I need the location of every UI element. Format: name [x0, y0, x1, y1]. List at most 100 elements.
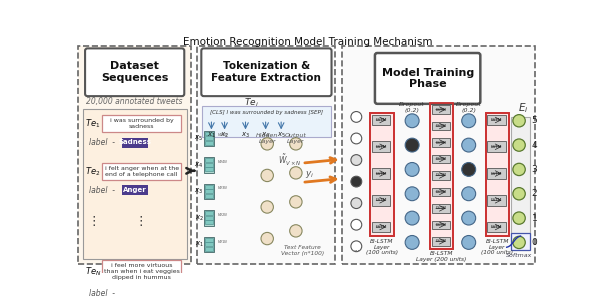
Bar — [121, 185, 148, 196]
Text: $w_{3N}$: $w_{3N}$ — [217, 185, 228, 192]
Circle shape — [351, 133, 362, 144]
Text: Dropout
(0.2): Dropout (0.2) — [456, 102, 482, 113]
Text: LSTM: LSTM — [436, 173, 446, 177]
Text: LSTM: LSTM — [491, 172, 502, 176]
Circle shape — [405, 114, 419, 128]
Circle shape — [351, 241, 362, 252]
Bar — [205, 185, 212, 188]
Text: 2: 2 — [532, 189, 537, 198]
Text: ⋮: ⋮ — [88, 215, 100, 228]
Text: label  -: label - — [89, 138, 115, 147]
Text: ⋮: ⋮ — [134, 215, 147, 228]
Circle shape — [513, 115, 525, 127]
Bar — [102, 115, 181, 132]
Bar — [203, 211, 214, 226]
Bar — [205, 132, 212, 135]
Bar — [205, 216, 212, 220]
Text: label  -: label - — [89, 185, 115, 195]
Text: Anger: Anger — [123, 290, 146, 296]
Text: Model Training
Phase: Model Training Phase — [382, 68, 474, 89]
Circle shape — [405, 211, 419, 225]
Text: Bi-LSTM
Layer
(100 units): Bi-LSTM Layer (100 units) — [481, 239, 514, 255]
Text: LSTM: LSTM — [436, 141, 446, 145]
Bar — [78, 46, 191, 264]
Text: [CLS] I was surrounded by sadness [SEP]: [CLS] I was surrounded by sadness [SEP] — [210, 110, 323, 115]
Bar — [205, 243, 212, 246]
Circle shape — [351, 155, 362, 165]
Circle shape — [405, 138, 419, 152]
Bar — [431, 188, 450, 196]
Circle shape — [351, 111, 362, 122]
Text: $x_2$: $x_2$ — [194, 214, 203, 223]
Circle shape — [290, 138, 302, 150]
Circle shape — [462, 187, 476, 201]
Bar — [431, 122, 450, 130]
Circle shape — [462, 138, 476, 152]
Text: LSTM: LSTM — [376, 172, 387, 176]
Text: $w_{4N}$: $w_{4N}$ — [217, 158, 228, 166]
Bar — [197, 46, 335, 264]
Bar — [431, 105, 450, 114]
Bar — [431, 155, 450, 163]
Text: Tokenization &
Feature Extraction: Tokenization & Feature Extraction — [211, 61, 322, 83]
Text: LSTM: LSTM — [376, 145, 387, 149]
Text: LSTM: LSTM — [436, 157, 446, 161]
Text: Bi-LSTM
Layer (200 units): Bi-LSTM Layer (200 units) — [416, 251, 467, 262]
Bar — [487, 222, 506, 232]
Text: Sadness: Sadness — [118, 139, 151, 145]
Circle shape — [513, 212, 525, 224]
Text: 20,000 annotated tweets: 20,000 annotated tweets — [86, 97, 183, 106]
Text: Softmax: Softmax — [506, 253, 532, 258]
Bar — [205, 238, 212, 242]
Text: $x_4$: $x_4$ — [194, 161, 203, 170]
Text: LSTM: LSTM — [436, 108, 446, 112]
Text: $x_1$: $x_1$ — [194, 240, 203, 249]
Text: $w_{2N}$: $w_{2N}$ — [217, 211, 228, 219]
Circle shape — [405, 162, 419, 176]
Bar — [370, 113, 394, 236]
Bar — [487, 115, 506, 125]
Text: LSTM: LSTM — [436, 206, 446, 210]
Text: i was surrounded by
sadness: i was surrounded by sadness — [110, 119, 173, 129]
Circle shape — [351, 219, 362, 230]
Bar — [372, 141, 391, 152]
Circle shape — [405, 187, 419, 201]
Text: Anger: Anger — [123, 187, 146, 193]
Circle shape — [261, 232, 274, 245]
Text: 3: 3 — [532, 165, 537, 174]
Bar — [370, 113, 394, 236]
Circle shape — [351, 176, 362, 187]
Text: Text Feature
Vector (n*100): Text Feature Vector (n*100) — [281, 245, 323, 255]
Text: Output
Layer: Output Layer — [285, 133, 307, 144]
Bar — [431, 171, 450, 180]
Text: LSTM: LSTM — [491, 118, 502, 122]
FancyBboxPatch shape — [85, 49, 184, 96]
Circle shape — [261, 201, 274, 213]
Text: i felt anger when at the
end of a telephone call: i felt anger when at the end of a teleph… — [104, 166, 179, 177]
Text: $w_{5N}$: $w_{5N}$ — [217, 131, 228, 139]
Circle shape — [351, 198, 362, 208]
Text: 1: 1 — [532, 214, 537, 223]
Bar — [205, 189, 212, 193]
Text: $\tilde{W}_{V \times N}$: $\tilde{W}_{V \times N}$ — [278, 153, 302, 168]
Text: $w_{1N}$: $w_{1N}$ — [217, 238, 228, 246]
Bar — [121, 289, 148, 299]
Text: Dropout
(0.2): Dropout (0.2) — [399, 102, 425, 113]
Bar — [372, 115, 391, 125]
Bar — [205, 158, 212, 162]
Circle shape — [462, 114, 476, 128]
Text: LSTM: LSTM — [376, 225, 387, 229]
Bar — [102, 260, 181, 283]
Text: $x_3$: $x_3$ — [194, 187, 203, 196]
Text: $Te_1$: $Te_1$ — [85, 118, 101, 130]
Circle shape — [513, 236, 525, 249]
Bar — [431, 237, 450, 246]
Circle shape — [290, 196, 302, 208]
Circle shape — [290, 225, 302, 237]
Bar — [430, 103, 453, 249]
Bar — [511, 117, 530, 246]
Bar — [102, 163, 181, 180]
Circle shape — [462, 235, 476, 249]
Circle shape — [513, 188, 525, 200]
Circle shape — [462, 162, 476, 176]
